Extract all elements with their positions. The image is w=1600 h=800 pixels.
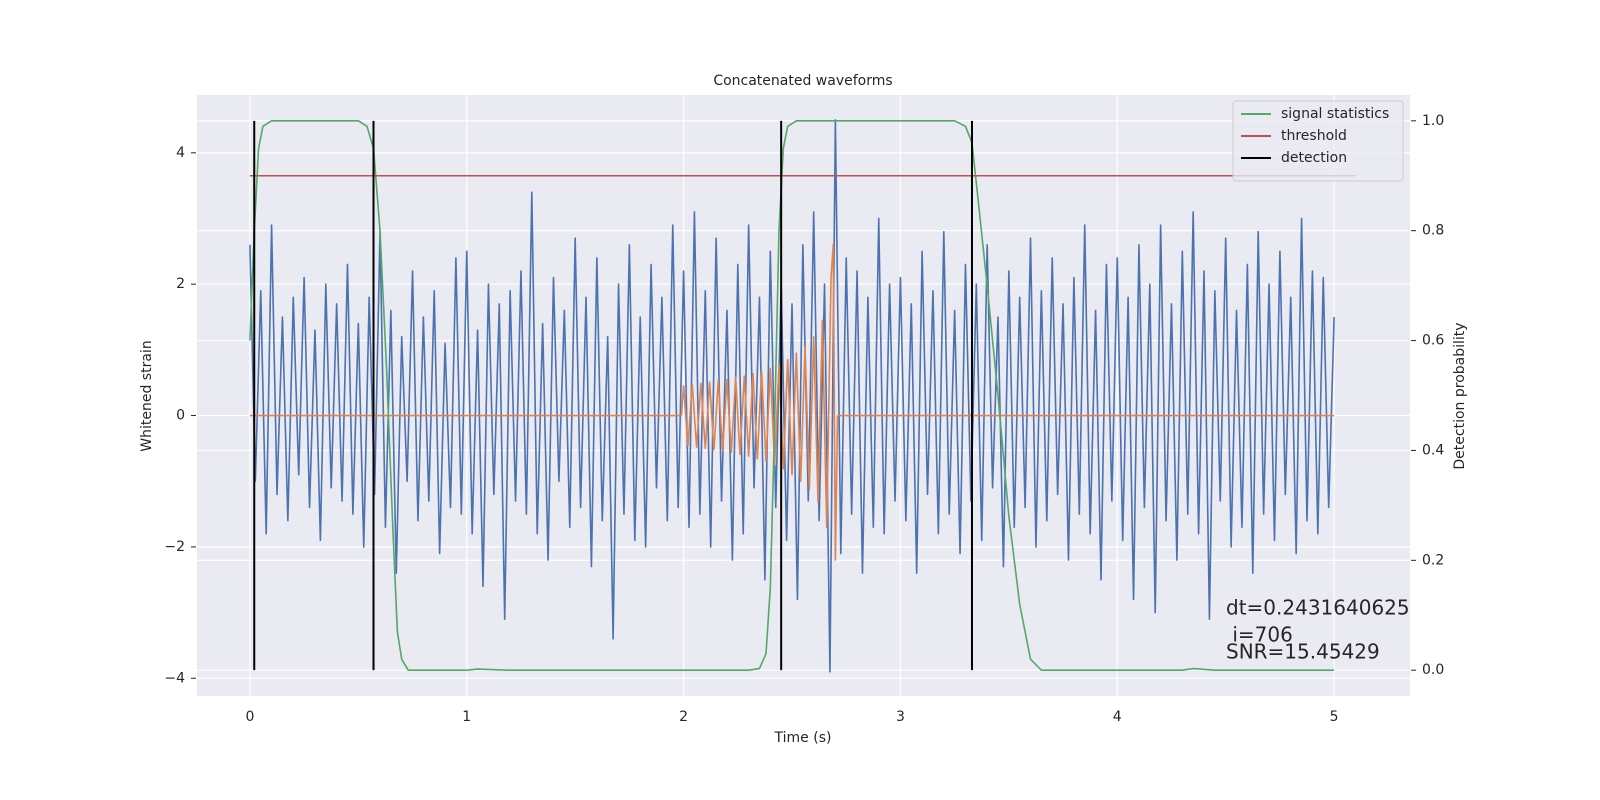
y-tick-label: −2 bbox=[164, 539, 185, 555]
x-tick-label: 4 bbox=[1113, 709, 1122, 725]
y2-tick-label: 0.6 bbox=[1422, 333, 1444, 349]
chart-title: Concatenated waveforms bbox=[713, 73, 892, 89]
annotation: dt=0.2431640625 bbox=[1226, 596, 1410, 620]
annotation: SNR=15.45429 bbox=[1226, 640, 1380, 664]
y-tick-label: 2 bbox=[176, 276, 185, 292]
legend: signal statistics threshold detection bbox=[1232, 100, 1404, 182]
y2-tick-label: 1.0 bbox=[1422, 113, 1444, 129]
y-tick-label: 4 bbox=[176, 145, 185, 161]
x-tick-label: 5 bbox=[1330, 709, 1339, 725]
x-tick-label: 1 bbox=[462, 709, 471, 725]
series-line bbox=[249, 120, 1335, 671]
annotation: i=706 bbox=[1226, 623, 1293, 647]
series-line bbox=[249, 119, 1335, 673]
axes: 0 1 2 3 4 5 −4 −2 0 2 4 0.0 0.2 0.4 0.6 0.8 1.0 bbox=[164, 113, 1444, 725]
y2-tick-label: 0.4 bbox=[1422, 442, 1444, 458]
y2-tick-label: 0.8 bbox=[1422, 223, 1444, 239]
series-line bbox=[249, 243, 1335, 561]
legend-box bbox=[1232, 100, 1404, 182]
x-axis-label: Time (s) bbox=[774, 730, 832, 746]
legend-label: threshold bbox=[1281, 128, 1347, 144]
y-tick-label: 0 bbox=[176, 408, 185, 424]
y2-tick-label: 0.2 bbox=[1422, 552, 1444, 568]
y-tick-label: −4 bbox=[164, 670, 185, 686]
y2-axis-label: Detection probability bbox=[1452, 322, 1468, 469]
legend-label: signal statistics bbox=[1281, 106, 1389, 122]
x-tick-label: 2 bbox=[679, 709, 688, 725]
marks bbox=[249, 119, 1356, 673]
x-tick-label: 0 bbox=[245, 709, 254, 725]
y-axis-label: Whitened strain bbox=[139, 340, 155, 451]
legend-label: detection bbox=[1281, 150, 1347, 166]
y2-tick-label: 0.0 bbox=[1422, 662, 1444, 678]
x-tick-label: 3 bbox=[896, 709, 905, 725]
